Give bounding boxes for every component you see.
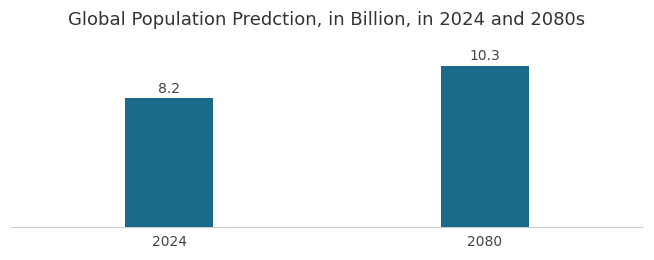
Title: Global Population Predction, in Billion, in 2024 and 2080s: Global Population Predction, in Billion,… [69,11,585,29]
Text: 10.3: 10.3 [470,49,500,63]
Bar [125,98,213,226]
Text: 8.2: 8.2 [158,82,180,96]
Bar [441,66,529,226]
